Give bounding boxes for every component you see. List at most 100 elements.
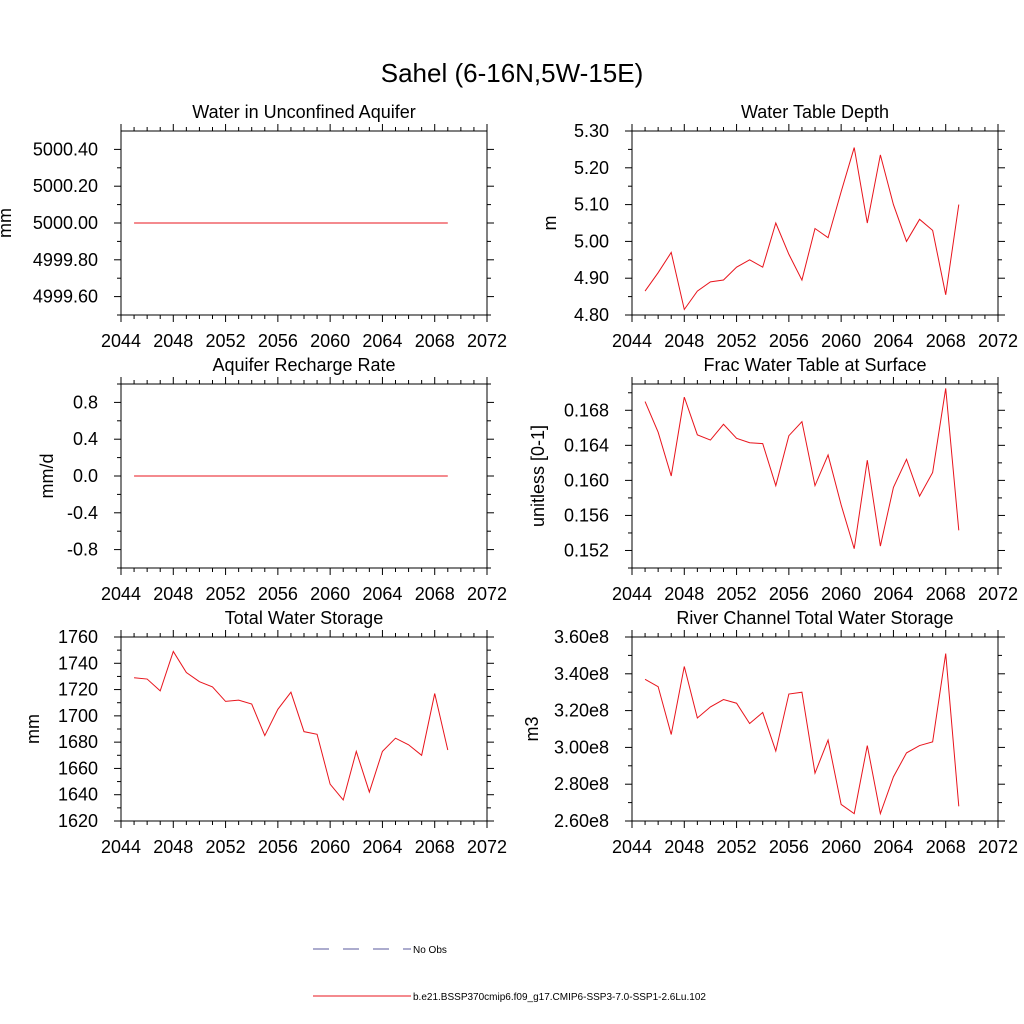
x-tick-label: 2044 — [612, 331, 652, 351]
y-tick-label: 0.152 — [564, 540, 609, 560]
panels: Water in Unconfined Aquifer 2044 2048 2052 2… — [0, 102, 1018, 857]
x-tick-label: 2044 — [101, 837, 141, 857]
y-tick-label: 2.80e8 — [554, 774, 609, 794]
x-tick-label: 2052 — [717, 331, 757, 351]
plot-frame — [631, 383, 999, 569]
x-tick-label: 2044 — [612, 584, 652, 604]
y-tick-label: 0.4 — [73, 429, 98, 449]
x-tick-label: 2052 — [717, 837, 757, 857]
panel-1: Water in Unconfined Aquifer 2044 2048 2052 2… — [0, 102, 507, 351]
x-tick-label: 2068 — [926, 331, 966, 351]
x-tick-label: 2044 — [101, 331, 141, 351]
plot-frame — [631, 130, 999, 316]
series-line — [644, 388, 960, 549]
x-tick-label: 2060 — [821, 837, 861, 857]
y-tick-label: 0.0 — [73, 466, 98, 486]
x-tick-label: 2048 — [664, 837, 704, 857]
x-tick-label: 2072 — [978, 837, 1018, 857]
x-tick-label: 2056 — [769, 584, 809, 604]
x-tick-label: 2048 — [153, 584, 193, 604]
x-tick-label: 2064 — [873, 837, 913, 857]
x-tick-label: 2072 — [978, 331, 1018, 351]
series-line — [134, 650, 449, 802]
x-tick-label: 2068 — [926, 837, 966, 857]
y-axis-label: m3 — [522, 716, 542, 741]
x-tick-label: 2064 — [362, 331, 402, 351]
panel-title: Frac Water Table at Surface — [703, 355, 926, 375]
panel-title: Water in Unconfined Aquifer — [192, 102, 415, 122]
y-tick-label: 4.80 — [574, 305, 609, 325]
x-tick-label: 2052 — [206, 837, 246, 857]
y-tick-label: 0.160 — [564, 470, 609, 490]
x-tick-label: 2064 — [362, 584, 402, 604]
x-tick-label: 2048 — [664, 331, 704, 351]
x-tick-label: 2064 — [873, 331, 913, 351]
x-tick-label: 2064 — [362, 837, 402, 857]
x-tick-label: 2056 — [258, 584, 298, 604]
series-line — [644, 653, 960, 816]
y-tick-label: 5000.40 — [33, 139, 98, 159]
x-tick-label: 2052 — [206, 331, 246, 351]
y-tick-label: 0.156 — [564, 505, 609, 525]
y-tick-label: 4.90 — [574, 268, 609, 288]
x-tick-label: 2048 — [664, 584, 704, 604]
legend-model-label: b.e21.BSSP370cmip6.f09_g17.CMIP6-SSP3-7.… — [413, 992, 706, 1003]
y-tick-label: -0.8 — [67, 540, 98, 560]
panel-3: Aquifer Recharge Rate 2044 2048 2052 2056 206… — [37, 355, 507, 604]
y-axis-label: mm/d — [37, 454, 57, 499]
y-tick-label: 0.164 — [564, 435, 609, 455]
y-tick-label: 1680 — [58, 732, 98, 752]
y-axis-label: unitless [0-1] — [528, 425, 548, 527]
y-tick-label: 0.8 — [73, 392, 98, 412]
y-tick-label: 2.60e8 — [554, 811, 609, 831]
panel-2: Water Table Depth 2044 2048 2052 2056 2060 206… — [540, 102, 1018, 351]
y-tick-label: -0.4 — [67, 503, 98, 523]
y-tick-label: 5.30 — [574, 121, 609, 141]
x-tick-label: 2072 — [978, 584, 1018, 604]
y-tick-label: 5.20 — [574, 158, 609, 178]
y-axis-label: mm — [0, 208, 15, 238]
panel-title: Water Table Depth — [741, 102, 889, 122]
x-tick-label: 2072 — [467, 837, 507, 857]
panel-5: Total Water Storage 2044 2048 2052 2056 2060 2… — [23, 608, 507, 857]
panel-title: River Channel Total Water Storage — [676, 608, 953, 628]
y-axis-label: mm — [23, 714, 43, 744]
x-tick-label: 2060 — [310, 331, 350, 351]
series-line — [644, 147, 960, 311]
x-tick-label: 2052 — [206, 584, 246, 604]
x-tick-label: 2068 — [415, 837, 455, 857]
x-tick-label: 2048 — [153, 331, 193, 351]
x-tick-label: 2060 — [821, 584, 861, 604]
y-tick-label: 3.60e8 — [554, 627, 609, 647]
x-tick-label: 2052 — [717, 584, 757, 604]
legend: No Obs b.e21.BSSP370cmip6.f09_g17.CMIP6-… — [313, 945, 706, 1003]
x-tick-label: 2068 — [926, 584, 966, 604]
y-tick-label: 5000.00 — [33, 213, 98, 233]
y-tick-label: 1720 — [58, 680, 98, 700]
y-tick-label: 1700 — [58, 706, 98, 726]
y-tick-label: 0.168 — [564, 400, 609, 420]
legend-no-obs-label: No Obs — [413, 945, 447, 956]
panel-4: Frac Water Table at Surface 2044 2048 2052 2… — [528, 355, 1018, 604]
x-tick-label: 2060 — [821, 331, 861, 351]
y-tick-label: 5.10 — [574, 195, 609, 215]
x-tick-label: 2056 — [769, 331, 809, 351]
x-tick-label: 2072 — [467, 331, 507, 351]
x-tick-label: 2072 — [467, 584, 507, 604]
plot-frame — [631, 636, 999, 822]
y-tick-label: 4999.80 — [33, 250, 98, 270]
y-tick-label: 3.00e8 — [554, 737, 609, 757]
y-tick-label: 1660 — [58, 758, 98, 778]
y-tick-label: 5.00 — [574, 231, 609, 251]
figure-title: Sahel (6-16N,5W-15E) — [381, 58, 644, 88]
y-tick-label: 1760 — [58, 627, 98, 647]
x-tick-label: 2048 — [153, 837, 193, 857]
x-tick-label: 2068 — [415, 584, 455, 604]
y-tick-label: 3.40e8 — [554, 664, 609, 684]
plot-frame — [120, 636, 488, 822]
x-tick-label: 2044 — [612, 837, 652, 857]
panel-title: Aquifer Recharge Rate — [212, 355, 395, 375]
x-tick-label: 2056 — [258, 331, 298, 351]
y-tick-label: 3.20e8 — [554, 701, 609, 721]
